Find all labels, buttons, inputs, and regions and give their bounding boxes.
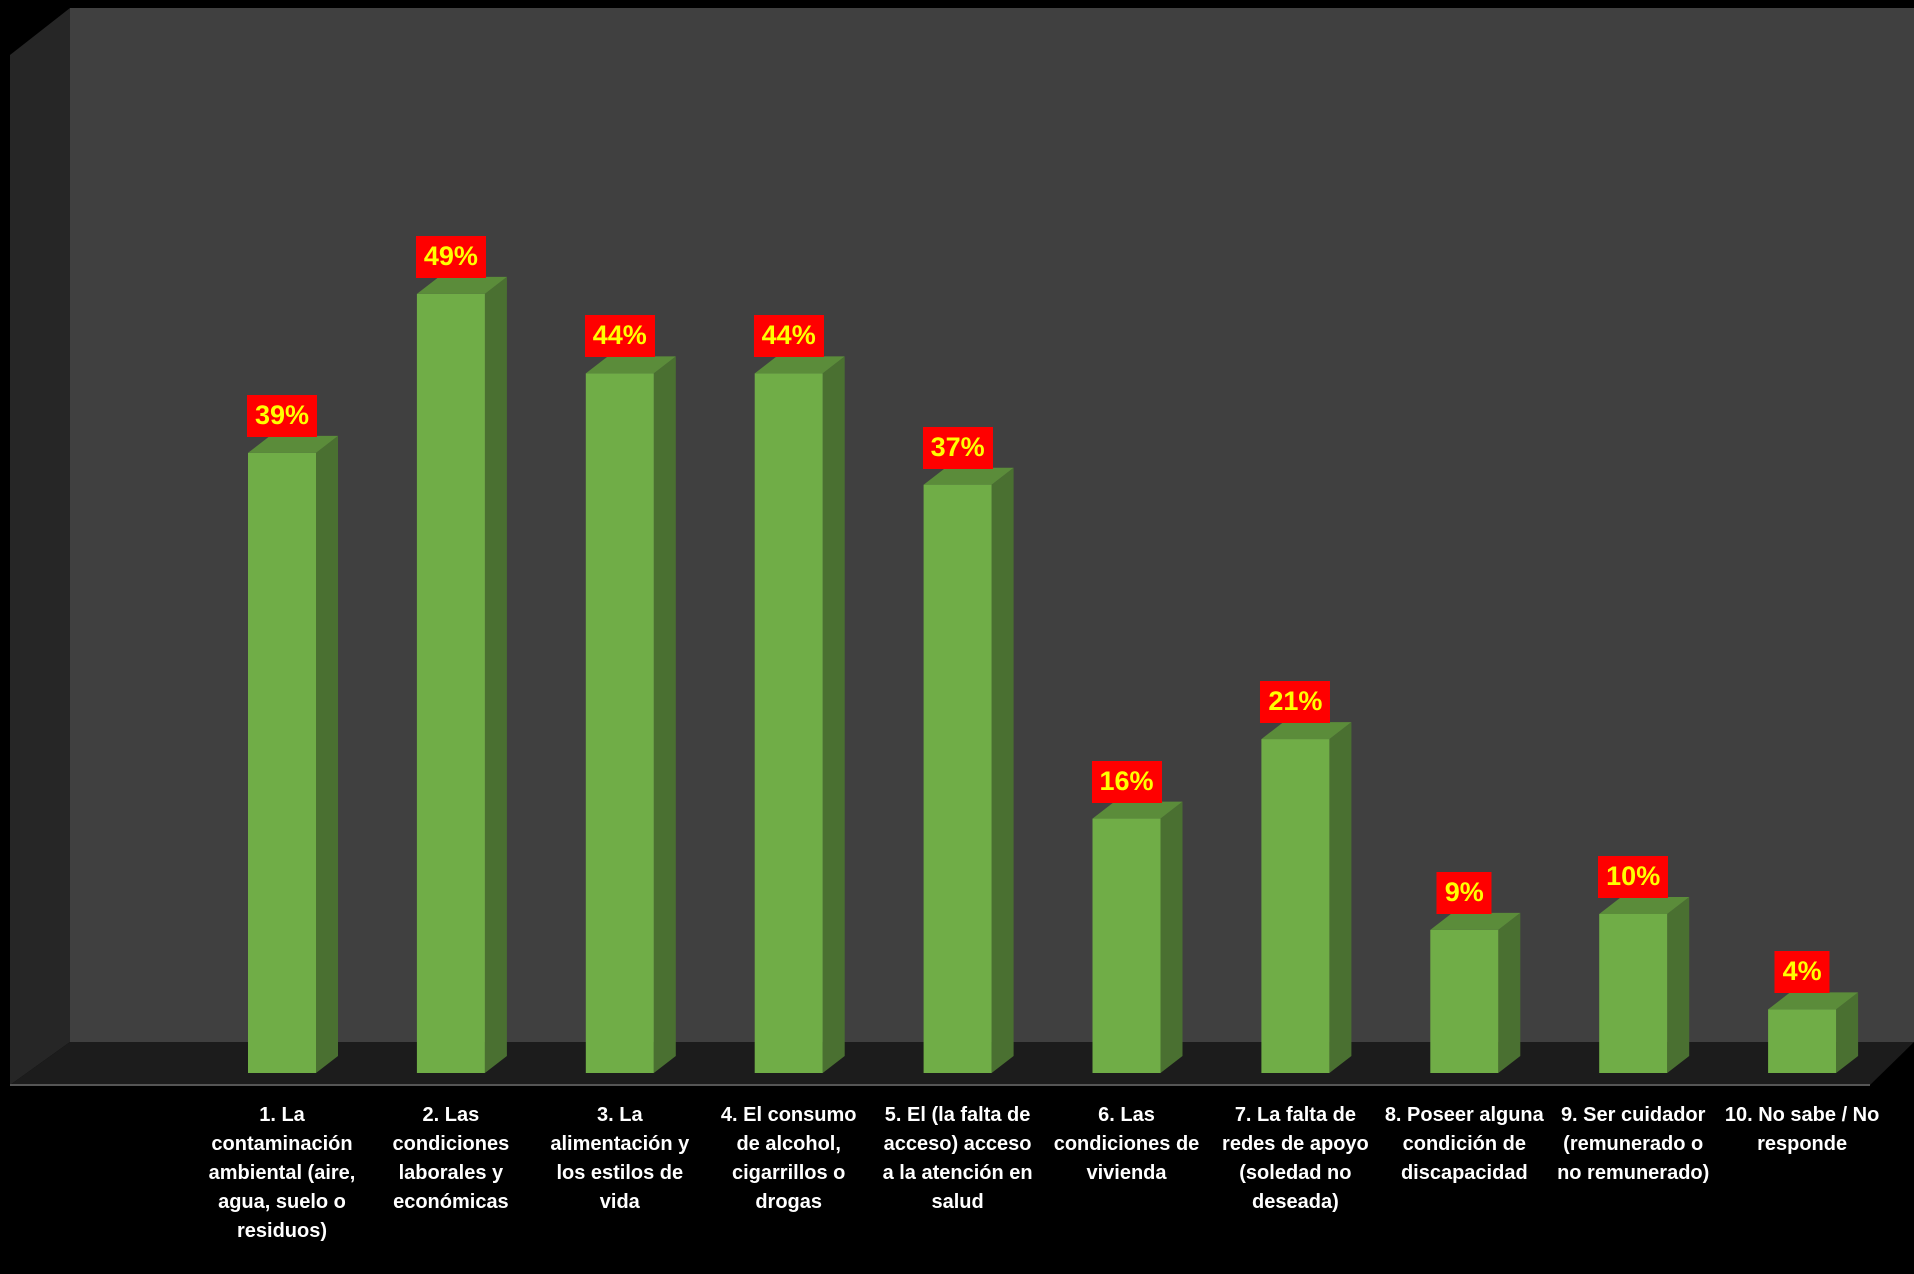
bar — [1768, 1009, 1837, 1073]
data-label: 9% — [1436, 871, 1492, 914]
bar — [1599, 914, 1668, 1073]
bar-top — [1261, 722, 1352, 740]
bar — [1092, 818, 1161, 1073]
bar-side — [484, 276, 507, 1073]
category-label: 8. Poseer alguna condición de discapacid… — [1384, 1104, 1544, 1184]
data-label: 44% — [753, 315, 824, 358]
data-label: 49% — [415, 235, 486, 278]
bar-top — [585, 356, 676, 374]
data-label: 10% — [1598, 856, 1669, 898]
bar-top — [1430, 912, 1521, 930]
bar — [585, 373, 654, 1073]
bar-side — [1667, 897, 1690, 1073]
data-label: 39% — [246, 394, 318, 437]
data-label: 21% — [1260, 681, 1331, 724]
category-label: 5. El (la falta de acceso) acceso a la a… — [882, 1104, 1033, 1213]
bar-top — [416, 276, 507, 294]
bar-side — [1160, 801, 1183, 1073]
bar-top — [923, 467, 1014, 485]
data-label: 16% — [1091, 760, 1162, 803]
category-label: 2. Las condiciones laborales y económica… — [392, 1104, 510, 1213]
category-label: 10. No sabe / No responde — [1724, 1104, 1880, 1155]
category-label: 4. El consumo de alcohol, cigarrillos o … — [720, 1104, 857, 1213]
bars-group — [248, 276, 1859, 1073]
bar-top — [1768, 992, 1859, 1010]
bar-side — [1836, 992, 1859, 1073]
bar — [1261, 739, 1330, 1073]
category-label: 1. La contaminación ambiental (aire, agu… — [208, 1104, 356, 1242]
bar-side — [1498, 912, 1521, 1073]
bar-side — [653, 356, 676, 1073]
bar-top — [1092, 801, 1183, 819]
bar — [923, 484, 992, 1073]
category-label: 9. Ser cuidador (remunerado o no remuner… — [1557, 1104, 1710, 1184]
category-label: 6. Las condiciones de vivienda — [1053, 1104, 1200, 1184]
bar — [248, 452, 316, 1073]
bar — [754, 373, 823, 1073]
data-label: 44% — [584, 315, 655, 358]
data-label: 4% — [1774, 951, 1830, 994]
bar-side — [1329, 722, 1352, 1073]
bar-top — [754, 356, 845, 374]
bar-top — [1599, 897, 1690, 914]
bar — [416, 293, 485, 1073]
bar-side — [822, 356, 845, 1073]
bar-side — [991, 467, 1014, 1073]
data-label: 37% — [922, 426, 993, 469]
category-label: 3. La alimentación y los estilos de vida — [550, 1104, 690, 1213]
bar — [1430, 929, 1499, 1073]
category-label: 7. La falta de redes de apoyo (soledad n… — [1222, 1104, 1369, 1213]
bar-top — [248, 435, 338, 453]
bar-side — [316, 435, 338, 1073]
side-wall — [10, 8, 70, 1085]
